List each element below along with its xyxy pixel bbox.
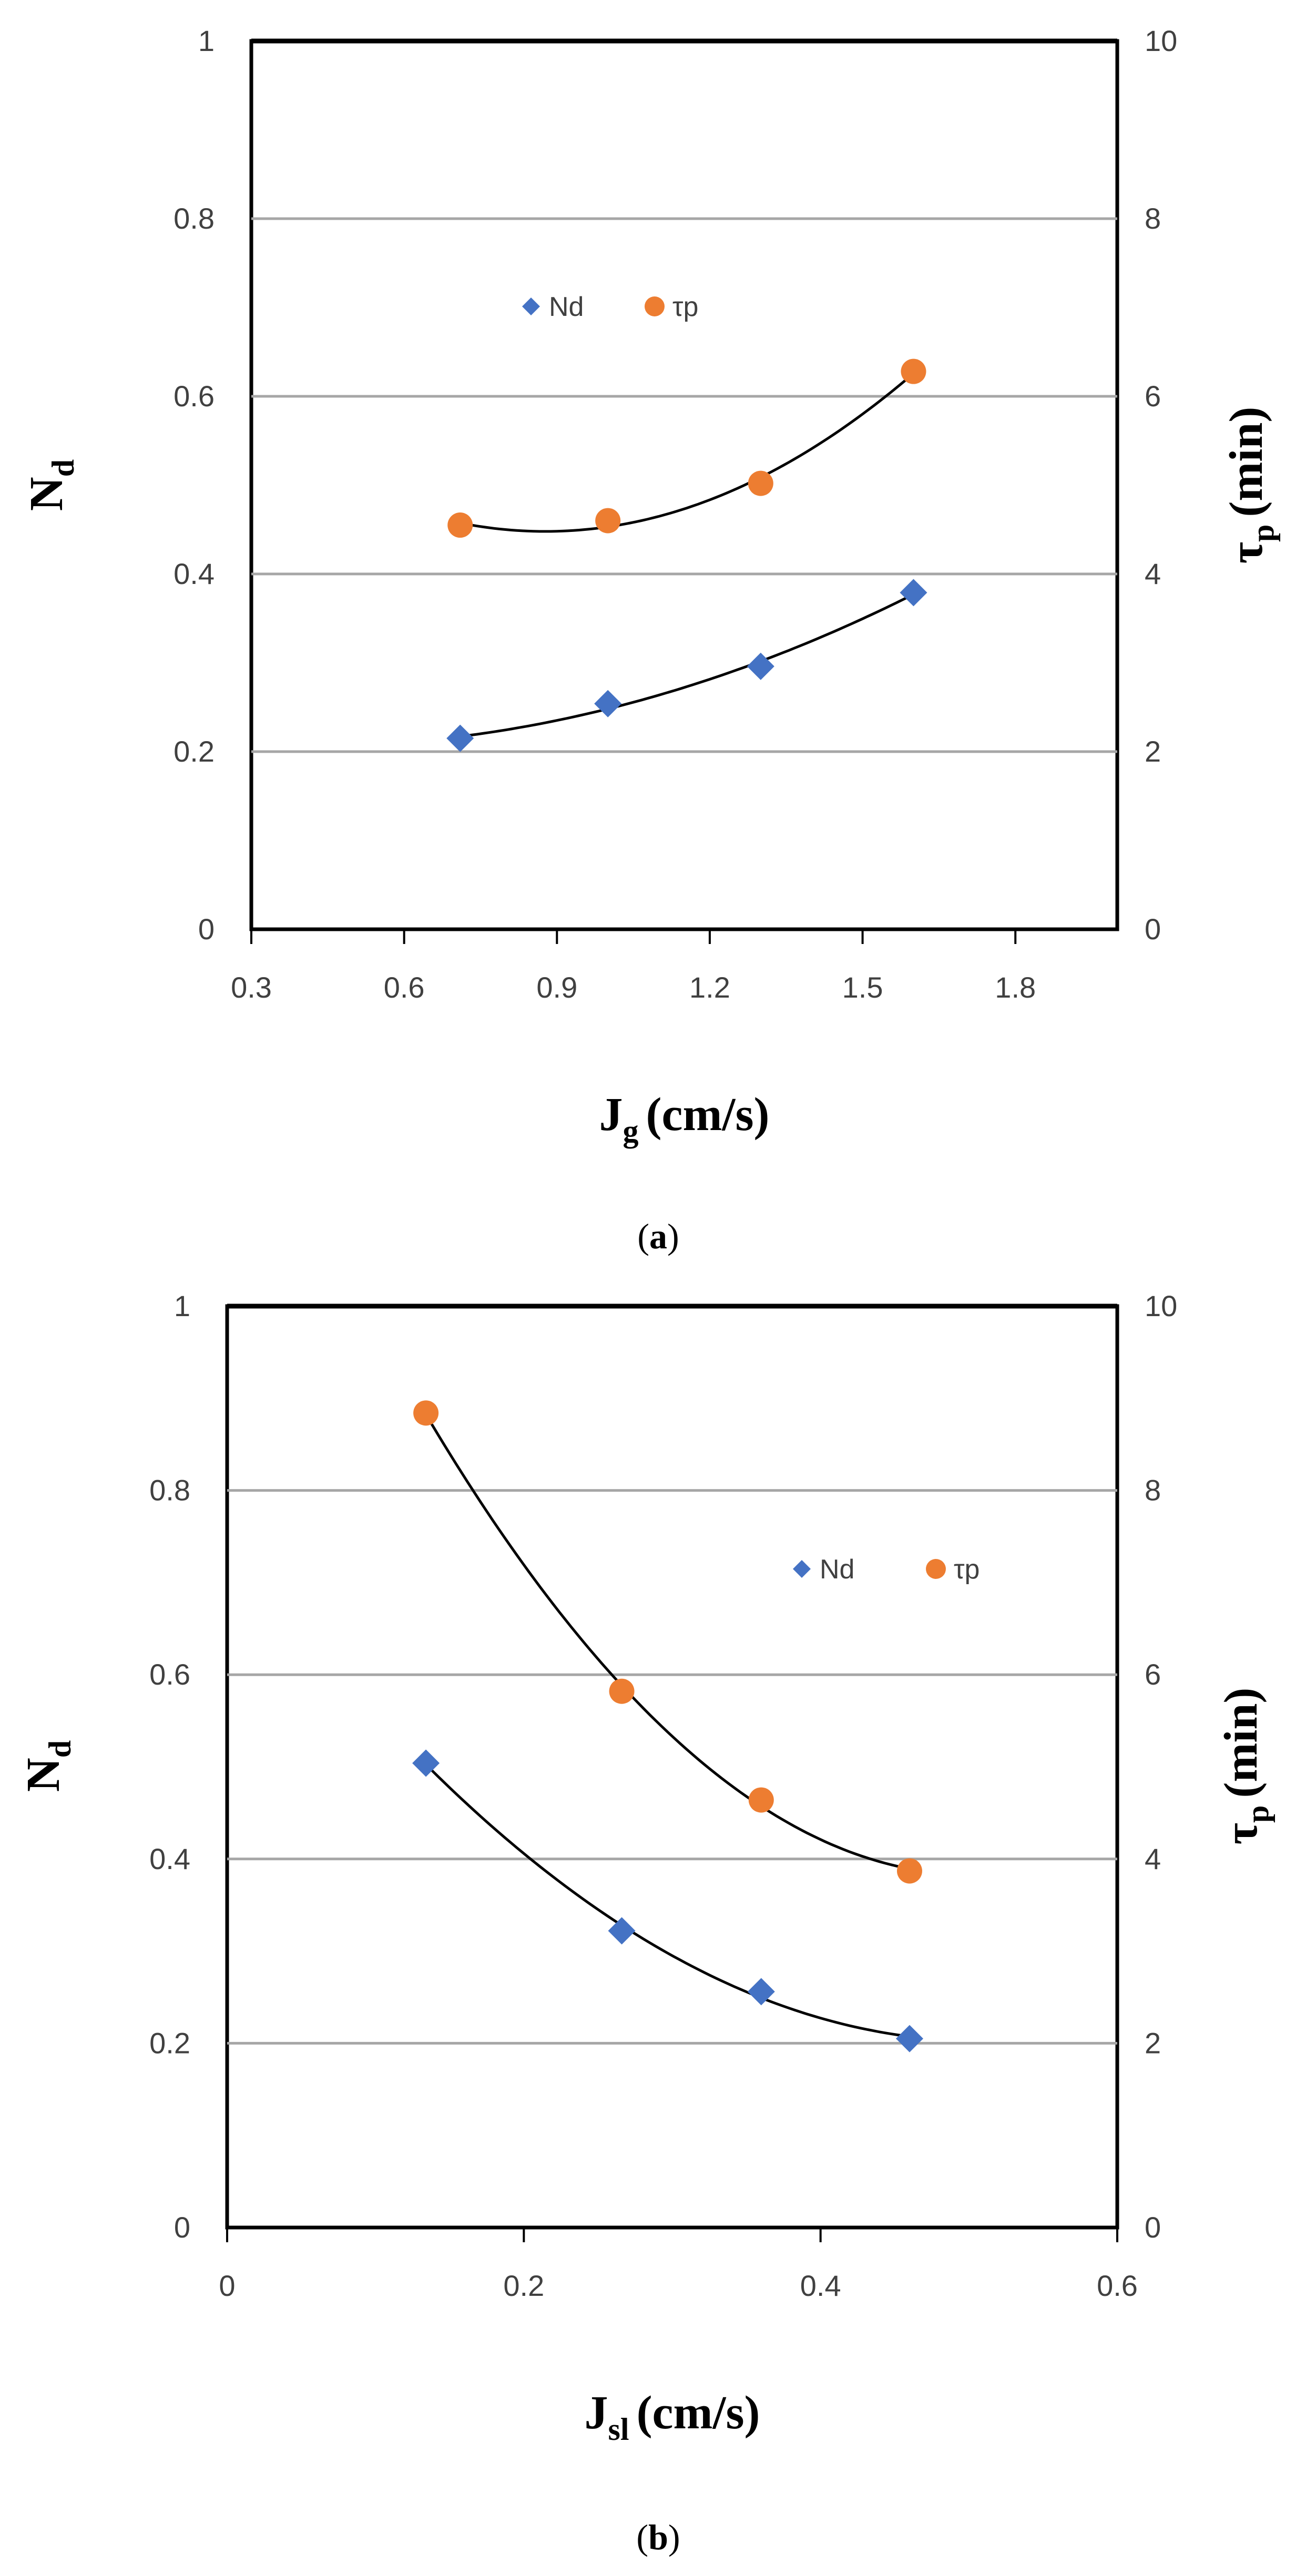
plot-area — [249, 39, 1119, 931]
y-right-tick-label: 2 — [1145, 2026, 1161, 2059]
x-axis-title: Jg (cm/s) — [599, 1089, 770, 1148]
y-right-tick-label: 6 — [1145, 1658, 1161, 1691]
y-left-tick-label: 1 — [174, 1289, 190, 1322]
y-left-tick-label: 1 — [198, 24, 215, 57]
panel-caption: (a) — [637, 1216, 679, 1256]
x-tick-label: 1.5 — [842, 971, 883, 1004]
x-axis-title-main: J — [599, 1089, 623, 1141]
legend-label: Nd — [820, 1554, 854, 1585]
x-axis-title-sub: g — [623, 1114, 639, 1148]
caption-close: ) — [667, 1216, 679, 1256]
y-left-axis-title: Nd — [17, 1740, 77, 1792]
y-right-axis-title-main: τ — [1220, 542, 1272, 563]
data-point-taup — [413, 1400, 439, 1426]
y-right-tick-label: 8 — [1145, 202, 1161, 235]
trendline-nd — [460, 593, 914, 738]
x-tick-label: 1.2 — [689, 971, 730, 1004]
trendline-taup — [460, 372, 915, 533]
legend-marker-taup — [645, 296, 665, 316]
x-tick-label: 0.4 — [800, 2269, 841, 2302]
y-right-axis-title: τp (min) — [1220, 407, 1280, 564]
y-right-tick-label: 0 — [1145, 2211, 1161, 2244]
data-point-nd — [594, 690, 622, 717]
y-right-tick-label: 4 — [1145, 557, 1161, 590]
x-axis-title-main: J — [585, 2387, 608, 2439]
y-right-axis-title-sub: p — [1240, 1805, 1275, 1823]
data-point-nd — [747, 1978, 775, 2006]
legend-marker-nd — [793, 1560, 811, 1578]
data-point-nd — [608, 1917, 636, 1945]
x-tick-label: 0 — [219, 2269, 235, 2302]
y-right-tick-label: 4 — [1145, 1842, 1161, 1875]
data-point-taup — [595, 508, 621, 533]
x-axis-title-rest: (cm/s) — [637, 2387, 760, 2439]
y-right-tick-label: 0 — [1145, 912, 1161, 946]
data-point-taup — [748, 1787, 774, 1813]
legend-marker-taup — [926, 1559, 946, 1579]
y-left-tick-label: 0 — [198, 912, 215, 946]
data-point-nd — [412, 1749, 440, 1777]
x-tick-label: 0.6 — [384, 971, 425, 1004]
legend-marker-nd — [522, 297, 540, 315]
y-left-axis-title-sub: d — [43, 1740, 77, 1758]
y-left-tick-label: 0.2 — [149, 2026, 190, 2059]
data-point-taup — [748, 470, 773, 496]
legend-label: τp — [954, 1554, 980, 1585]
y-right-tick-label: 10 — [1145, 1289, 1177, 1322]
caption-open: ( — [637, 1216, 649, 1256]
x-axis-title-sub: sl — [608, 2412, 629, 2447]
plot-area — [225, 1304, 1119, 2230]
legend-label: τp — [672, 292, 698, 322]
caption-letter: b — [648, 2517, 668, 2557]
data-point-taup — [901, 358, 926, 384]
x-axis-title: Jsl (cm/s) — [585, 2387, 760, 2447]
caption-open: ( — [636, 2517, 648, 2557]
x-tick-label: 0.2 — [503, 2269, 544, 2302]
data-point-taup — [609, 1678, 635, 1704]
y-left-tick-label: 0.6 — [149, 1658, 190, 1691]
data-point-taup — [447, 512, 473, 538]
caption-close: ) — [668, 2517, 680, 2557]
y-right-axis-title: τp (min) — [1215, 1688, 1275, 1845]
x-tick-label: 0.6 — [1097, 2269, 1138, 2302]
y-right-tick-label: 6 — [1145, 379, 1161, 413]
trendline-nd — [425, 1763, 910, 2038]
caption-letter: a — [649, 1216, 667, 1256]
y-right-axis-title-rest: (min) — [1220, 407, 1272, 517]
y-left-tick-label: 0.4 — [149, 1842, 190, 1875]
x-tick-label: 0.3 — [231, 971, 272, 1004]
legend-label: Nd — [549, 292, 584, 322]
y-left-axis-title-main: N — [21, 477, 73, 511]
y-right-tick-label: 10 — [1145, 24, 1177, 57]
y-left-tick-label: 0 — [174, 2211, 190, 2244]
y-left-axis-title-main: N — [17, 1758, 69, 1792]
data-point-nd — [900, 579, 927, 607]
panel-caption: (b) — [636, 2517, 680, 2557]
y-right-tick-label: 8 — [1145, 1474, 1161, 1507]
y-left-axis-title-sub: d — [46, 459, 80, 477]
y-left-tick-label: 0.6 — [174, 379, 215, 413]
y-right-axis-title-rest: (min) — [1215, 1688, 1267, 1798]
y-left-tick-label: 0.2 — [174, 735, 215, 768]
data-point-nd — [895, 2025, 923, 2052]
x-axis-title-rest: (cm/s) — [646, 1089, 770, 1141]
y-left-tick-label: 0.8 — [149, 1474, 190, 1507]
data-point-nd — [747, 652, 774, 680]
data-point-taup — [896, 1858, 922, 1884]
data-point-nd — [446, 724, 474, 752]
y-right-axis-title-main: τ — [1215, 1823, 1267, 1844]
y-right-axis-title-sub: p — [1246, 525, 1280, 542]
y-right-tick-label: 2 — [1145, 735, 1161, 768]
trendline-taup — [424, 1413, 910, 1870]
y-left-axis-title: Nd — [21, 459, 80, 511]
y-left-tick-label: 0.8 — [174, 202, 215, 235]
y-left-tick-label: 0.4 — [174, 557, 215, 590]
x-tick-label: 1.8 — [995, 971, 1036, 1004]
x-tick-label: 0.9 — [536, 971, 577, 1004]
